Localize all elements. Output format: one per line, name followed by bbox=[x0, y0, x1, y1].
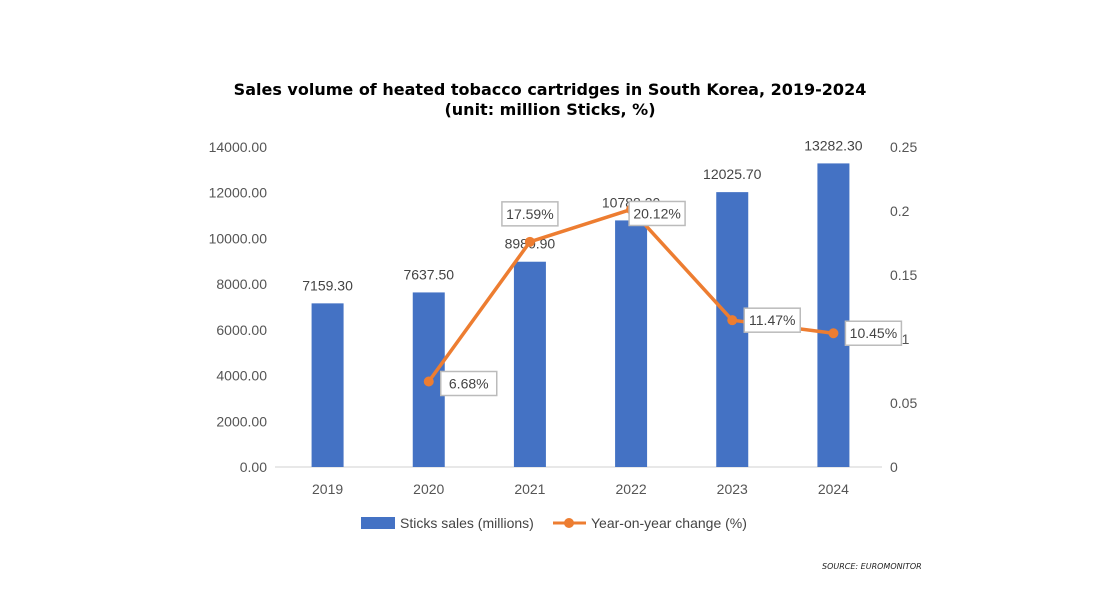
line-data-label-box bbox=[440, 370, 498, 397]
x-tick-label: 2022 bbox=[616, 481, 647, 497]
chart-subtitle: (unit: million Sticks, %) bbox=[444, 100, 656, 119]
y-right-tick-label: 0.05 bbox=[890, 395, 917, 411]
bar-data-label: 12025.70 bbox=[703, 166, 762, 182]
y-right-tick-label: 0 bbox=[890, 459, 898, 475]
y-left-tick-label: 0.00 bbox=[240, 459, 267, 475]
chart-title-main: Sales volume of heated tobacco cartridge… bbox=[233, 80, 867, 99]
line-data-label: 20.12% bbox=[633, 205, 680, 221]
source-note: SOURCE: EUROMONITOR bbox=[822, 562, 922, 571]
x-tick-label: 2020 bbox=[413, 481, 444, 497]
y-left-tick-label: 10000.00 bbox=[209, 230, 268, 246]
legend-bar-label: Sticks sales (millions) bbox=[400, 515, 534, 531]
line-point bbox=[423, 376, 434, 387]
x-tick-label: 2021 bbox=[514, 481, 545, 497]
y-left-tick-label: 2000.00 bbox=[216, 413, 267, 429]
bar-data-label: 13282.30 bbox=[804, 137, 863, 153]
bar bbox=[615, 220, 648, 467]
legend-bar-swatch bbox=[361, 517, 395, 529]
y-left-tick-label: 12000.00 bbox=[209, 185, 268, 201]
line-data-label: 6.68% bbox=[449, 375, 489, 391]
x-tick-label: 2019 bbox=[312, 481, 343, 497]
bar-data-label: 7637.50 bbox=[403, 266, 454, 282]
y-left-tick-label: 6000.00 bbox=[216, 322, 267, 338]
x-tick-label: 2024 bbox=[818, 481, 849, 497]
line-data-label-box bbox=[743, 307, 801, 333]
line-data-label: 11.47% bbox=[749, 312, 795, 328]
y-right-tick-label: 0.25 bbox=[890, 139, 917, 155]
y-left-tick-label: 14000.00 bbox=[209, 139, 268, 155]
line-data-label: 17.59% bbox=[506, 206, 553, 222]
bar bbox=[817, 163, 850, 467]
line-point bbox=[828, 328, 839, 339]
y-left-tick-label: 8000.00 bbox=[216, 276, 267, 292]
bar bbox=[716, 192, 749, 467]
line-data-label-box bbox=[501, 201, 559, 227]
y-left-tick-label: 4000.00 bbox=[216, 368, 267, 384]
y-right-tick-label: 0.15 bbox=[890, 267, 917, 283]
y-right-tick-label: 0.2 bbox=[890, 203, 910, 219]
x-tick-label: 2023 bbox=[717, 481, 748, 497]
line-data-label-box bbox=[628, 200, 686, 227]
line-point bbox=[727, 315, 738, 326]
bar bbox=[513, 261, 546, 467]
bar bbox=[311, 303, 344, 467]
legend-line-marker bbox=[564, 518, 574, 528]
line-data-label-box bbox=[844, 320, 903, 346]
line-data-label: 10.45% bbox=[850, 325, 897, 341]
bar-data-label: 7159.30 bbox=[302, 277, 353, 293]
line-point bbox=[524, 236, 535, 247]
chart-title: Sales volume of heated tobacco cartridge… bbox=[0, 80, 1100, 120]
legend-line-label: Year-on-year change (%) bbox=[591, 515, 747, 531]
